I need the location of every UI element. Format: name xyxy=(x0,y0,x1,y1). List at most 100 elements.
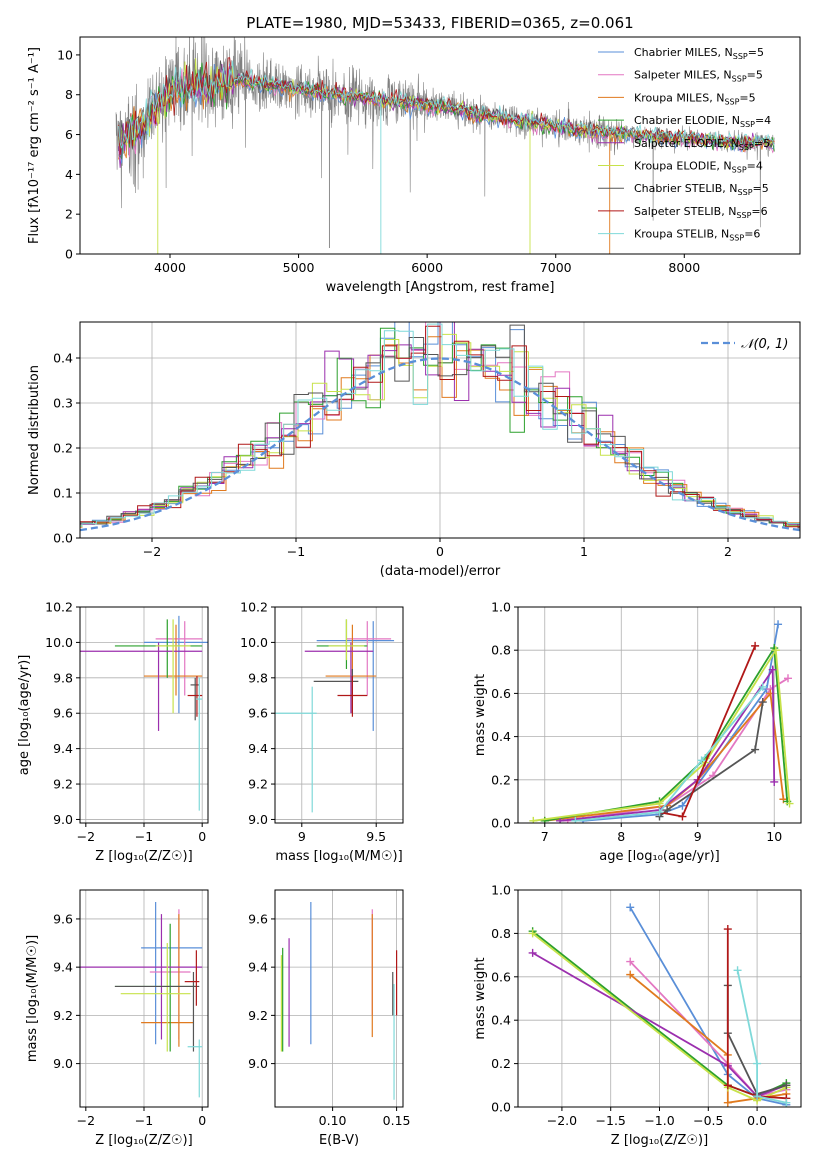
plot-frame-age-vs-mass: 9 9.5 9.0 9.2 9.4 9.6 9.8 10.0 10.2 mass [log₁₀(M… xyxy=(240,600,404,864)
data-point xyxy=(655,808,664,817)
y-tick-label: 0.4 xyxy=(491,1013,511,1028)
y-axis-label: mass weight xyxy=(473,957,488,1039)
y-tick-label: 0.6 xyxy=(491,686,511,701)
data-point xyxy=(753,1092,762,1101)
y-tick-label: 10.0 xyxy=(45,635,73,650)
y-axis-label: Flux [fλ10⁻¹⁷ erg cm⁻² s⁻¹ A⁻¹] xyxy=(27,47,42,244)
y-tick-label: 9.6 xyxy=(248,706,268,721)
plot-age-vs-Z: −2 −1 0 9.0 9.2 9.4 9.6 9.8 10.0 10.2 Z [log₁₀(Z/Z… xyxy=(17,600,209,864)
plot-frame-spectrum: 4000 5000 6000 7000 8000 0 2 4 6 8 10 wavelength [A… xyxy=(27,14,801,295)
y-tick-label: 9.4 xyxy=(53,960,73,975)
x-tick-label: −1 xyxy=(135,1113,153,1128)
plot-area-residuals xyxy=(80,322,800,532)
y-tick-label: 9.6 xyxy=(248,911,268,926)
data-point xyxy=(782,1098,791,1107)
data-point xyxy=(733,966,742,975)
legend-label-tail: =4 xyxy=(747,160,763,173)
data-point xyxy=(771,646,780,655)
y-tick-label: 0.4 xyxy=(53,351,73,366)
legend-label-main: Salpeter MILES, N xyxy=(634,69,732,82)
x-axis-label: mass [log₁₀(M/M☉)] xyxy=(275,849,402,864)
data-point xyxy=(785,799,794,808)
y-tick-label: 9.2 xyxy=(248,777,268,792)
plot-area-weight-vs-Z xyxy=(528,903,791,1107)
x-tick-label: 0.10 xyxy=(319,1113,347,1128)
x-tick-label: 7 xyxy=(541,829,549,844)
data-point xyxy=(678,812,687,821)
x-tick-label: 8000 xyxy=(668,260,700,275)
y-tick-label: 9.2 xyxy=(248,1008,268,1023)
legend-label-sub: SSP xyxy=(733,52,748,61)
y-axis-label: age [log₁₀(age/yr)] xyxy=(17,655,32,776)
legend-label-sub: SSP xyxy=(740,120,755,129)
data-point xyxy=(723,1098,732,1107)
legend-label-tail: =6 xyxy=(744,228,760,241)
legend-label: Chabrier MILES, NSSP=5 xyxy=(634,46,764,61)
legend-label: Chabrier STELIB, NSSP=5 xyxy=(634,182,769,197)
legend-label: Salpeter STELIB, NSSP=6 xyxy=(634,205,768,220)
legend-label: Kroupa STELIB, NSSP=6 xyxy=(634,228,760,243)
x-tick-label: −2 xyxy=(77,1113,95,1128)
x-tick-label: 9 xyxy=(298,829,306,844)
legend-label: Kroupa MILES, NSSP=5 xyxy=(634,91,756,106)
x-tick-label: −1.5 xyxy=(596,1113,626,1128)
legend-label-main: Kroupa STELIB, N xyxy=(634,228,729,241)
legend-label-main: Chabrier ELODIE, N xyxy=(634,114,740,127)
x-tick-label: 9.5 xyxy=(366,829,386,844)
y-tick-label: 9.6 xyxy=(53,911,73,926)
legend-label-tail: =5 xyxy=(754,137,770,150)
plot-area-age-vs-Z xyxy=(80,615,208,811)
legend-label-tail: =6 xyxy=(751,205,767,218)
histogram-step xyxy=(80,325,800,528)
data-point xyxy=(751,745,760,754)
series-line xyxy=(726,929,787,1100)
data-point xyxy=(758,698,767,707)
y-tick-label: 9.8 xyxy=(53,670,73,685)
plot-frame-weight-vs-age: 7 8 9 10 0.0 0.2 0.4 0.6 0.8 1.0 age [log₁₀(age/yr… xyxy=(473,600,802,864)
x-tick-label: 4000 xyxy=(154,260,186,275)
plot-frame-residuals: −2 −1 0 1 2 0.0 0.1 0.2 0.3 0.4 (data-model)/error… xyxy=(27,321,801,579)
x-axis-label: Z [log₁₀(Z/Z☉)] xyxy=(611,1133,708,1148)
x-tick-label: −2.0 xyxy=(547,1113,577,1128)
plot-weight-vs-Z: −2.0 −1.5 −1.0 −0.5 0.0 0.0 0.2 0.4 0.6 0.8 1.0 Z [… xyxy=(473,883,802,1148)
legend-label: 𝒩(0, 1) xyxy=(741,337,788,352)
y-tick-label: 1.0 xyxy=(491,600,511,615)
data-point xyxy=(697,756,706,765)
y-tick-label: 0.2 xyxy=(491,772,511,787)
data-point xyxy=(782,1081,791,1090)
y-tick-label: 0 xyxy=(65,247,73,262)
y-tick-label: 9.0 xyxy=(248,1056,268,1071)
y-tick-label: 9.4 xyxy=(248,741,268,756)
data-point xyxy=(770,777,779,786)
plot-residuals: −2 −1 0 1 2 0.0 0.1 0.2 0.3 0.4 (data-model)/error… xyxy=(27,321,801,579)
data-point xyxy=(678,801,687,810)
plot-area-mass-vs-EBV xyxy=(280,902,398,1100)
y-tick-label: 1.0 xyxy=(491,883,511,898)
x-tick-label: −0.5 xyxy=(693,1113,723,1128)
data-point xyxy=(751,641,760,650)
legend-label-sub: SSP xyxy=(736,211,751,220)
y-tick-label: 9.0 xyxy=(248,812,268,827)
legend-label-tail: =5 xyxy=(739,91,755,104)
data-point xyxy=(540,816,549,823)
plot-area-weight-vs-age xyxy=(529,620,794,823)
plot-mass-vs-Z: −2 −1 0 9.0 9.2 9.4 9.6 Z [log₁₀(Z/Z☉)] mass [lo… xyxy=(25,889,209,1148)
x-axis-label: age [log₁₀(age/yr)] xyxy=(599,849,720,864)
y-tick-label: 0.2 xyxy=(491,1056,511,1071)
histogram-step xyxy=(80,323,800,527)
legend-label: Chabrier ELODIE, NSSP=4 xyxy=(634,114,771,129)
legend-label-sub: SSP xyxy=(729,234,744,243)
x-axis-label: Z [log₁₀(Z/Z☉)] xyxy=(95,849,192,864)
data-point xyxy=(768,665,777,674)
x-tick-label: 7000 xyxy=(540,260,572,275)
axes-frame xyxy=(517,606,802,824)
plot-area-mass-vs-Z xyxy=(80,902,203,1098)
chart-title: PLATE=1980, MJD=53433, FIBERID=0365, z=0… xyxy=(246,14,633,32)
x-tick-label: 6000 xyxy=(411,260,443,275)
y-tick-label: 0.8 xyxy=(491,926,511,941)
legend-label-main: Chabrier MILES, N xyxy=(634,46,733,59)
y-tick-label: 9.4 xyxy=(248,960,268,975)
axes-frame xyxy=(274,889,404,1108)
legend-label-sub: SSP xyxy=(732,75,747,84)
